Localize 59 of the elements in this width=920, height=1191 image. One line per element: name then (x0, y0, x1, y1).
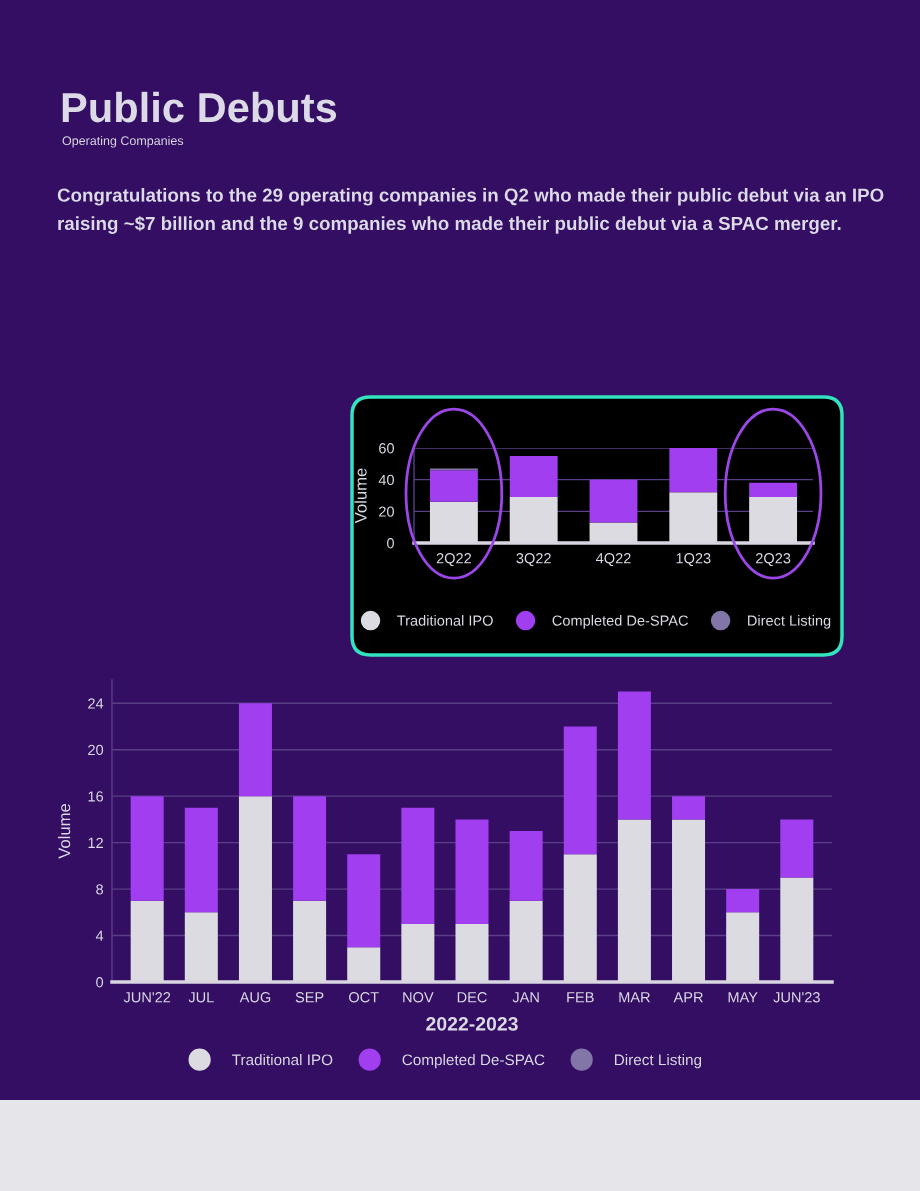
bar (238, 703, 272, 797)
bar (509, 831, 543, 901)
x-tick-label: SEP (295, 992, 324, 1003)
bar (455, 819, 489, 924)
x-tick-label: JUN'23 (773, 992, 820, 1003)
x-tick-label: NOV (403, 992, 434, 1003)
y-tick-label: 0 (387, 538, 394, 549)
bar (429, 470, 478, 502)
x-tick-label: APR (673, 992, 703, 1003)
legend-label: Traditional IPO (397, 615, 493, 626)
x-tick-label: 3Q22 (516, 553, 551, 567)
legend-label: Direct Listing (748, 615, 831, 629)
y-tick-label: 60 (379, 443, 394, 454)
legend-label: Completed De-SPAC (402, 1054, 545, 1069)
x-axis-title: 2022-2023 (426, 1016, 518, 1031)
text: Congratulations to the 29 operating companies in Q2 who made their public debut via an IPO raising ~$7 billion and the 9 companies who made their public debut via a SPAC merger. (57, 188, 884, 234)
text: Public Debuts (62, 91, 337, 123)
bar (563, 726, 597, 855)
legend-label: Traditional IPO (232, 1054, 333, 1066)
x-tick-label: MAY (728, 992, 758, 1003)
bar (184, 807, 218, 913)
y-tick-label: 40 (378, 474, 394, 486)
bar (130, 796, 164, 901)
legend-label: Completed De-SPAC (552, 615, 688, 629)
y-tick-label: 16 (88, 791, 104, 802)
y-tick-label: 24 (88, 698, 104, 709)
x-tick-label: 1Q23 (676, 553, 711, 567)
x-tick-label: FEB (567, 992, 594, 1003)
y-tick-label: 8 (96, 884, 104, 895)
x-tick-label: JAN (512, 992, 539, 1003)
bar (669, 448, 718, 493)
bar (589, 479, 638, 523)
bar (617, 691, 651, 820)
bar (749, 482, 798, 498)
x-tick-label: 4Q22 (596, 553, 631, 567)
bar (347, 854, 381, 948)
x-tick-label: AUG (239, 992, 271, 1003)
bar (509, 455, 558, 498)
legend-label: Direct Listing (615, 1054, 702, 1069)
y-axis-title: Volume (354, 468, 367, 524)
x-tick-label: OCT (349, 992, 379, 1003)
bar (293, 796, 327, 901)
x-tick-label: 2Q22 (436, 553, 472, 567)
bar (401, 807, 435, 924)
x-tick-label: 2Q23 (756, 553, 791, 567)
x-tick-label: JUN'22 (123, 992, 171, 1003)
bar (780, 819, 814, 878)
x-tick-label: DEC (457, 992, 487, 1003)
y-tick-label: 4 (95, 930, 104, 941)
text: Operating Companies (62, 135, 184, 148)
bar (726, 889, 760, 913)
y-tick-label: 20 (379, 506, 394, 517)
x-tick-label: JUL (188, 992, 214, 1003)
y-axis-title: Volume (58, 803, 71, 859)
x-tick-label: MAR (619, 992, 650, 1003)
y-tick-label: 0 (96, 977, 104, 988)
y-tick-label: 12 (88, 837, 103, 848)
y-tick-label: 20 (88, 744, 104, 756)
bar (672, 796, 706, 820)
